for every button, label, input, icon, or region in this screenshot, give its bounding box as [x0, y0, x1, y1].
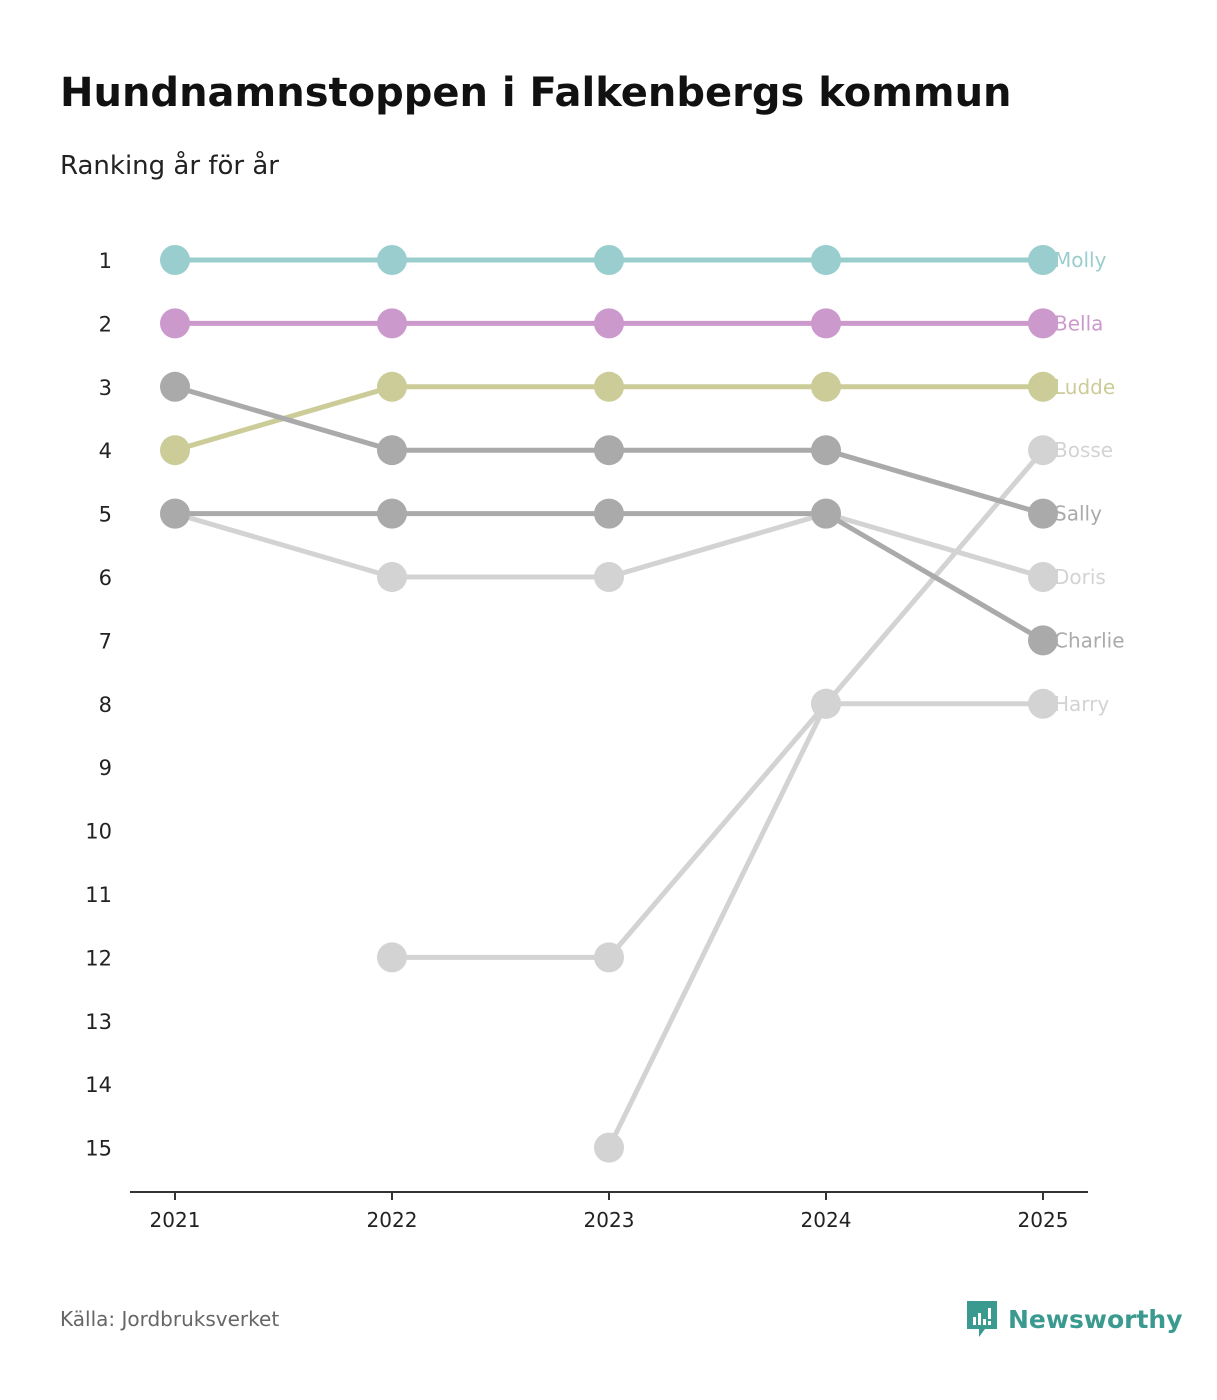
x-tick-label: 2022	[367, 1208, 418, 1232]
data-point-sally	[1028, 498, 1058, 529]
series-points	[160, 245, 1058, 1163]
chart-title: Hundnamnstoppen i Falkenbergs kommun	[60, 70, 1012, 116]
x-tick-label: 2025	[1018, 1208, 1069, 1232]
data-point-sally	[594, 435, 624, 466]
data-point-bella	[811, 308, 841, 339]
data-point-charlie	[160, 498, 190, 529]
y-tick-label: 13	[85, 1010, 112, 1034]
data-point-bella	[160, 308, 190, 339]
y-tick-label: 5	[99, 503, 112, 527]
y-tick-label: 7	[99, 629, 112, 653]
series-label-bosse: Bosse	[1054, 438, 1113, 462]
y-tick-label: 8	[99, 693, 112, 717]
newsworthy-logo-icon	[967, 1301, 997, 1337]
y-tick-label: 11	[85, 883, 112, 907]
data-point-molly	[811, 245, 841, 275]
source-note: Källa: Jordbruksverket	[60, 1307, 280, 1331]
series-line-bosse	[606, 447, 1046, 1151]
series-label-ludde: Ludde	[1054, 375, 1115, 399]
data-point-doris	[594, 562, 624, 592]
data-point-molly	[377, 245, 407, 275]
x-tick-label: 2024	[801, 1208, 852, 1232]
data-point-harry	[594, 942, 624, 973]
chart-subtitle: Ranking år för år	[60, 151, 279, 181]
data-point-charlie	[377, 498, 407, 529]
series-label-harry: Harry	[1054, 692, 1109, 716]
data-point-bosse	[594, 1132, 624, 1163]
data-point-molly	[594, 245, 624, 275]
data-point-ludde	[377, 371, 407, 402]
y-tick-label: 3	[99, 376, 112, 400]
data-point-harry	[377, 942, 407, 973]
y-tick-label: 4	[99, 439, 112, 463]
x-tick-label: 2021	[150, 1208, 201, 1232]
series-label-charlie: Charlie	[1054, 628, 1125, 652]
data-point-molly	[160, 245, 190, 275]
data-point-bella	[1028, 308, 1058, 339]
series-label-sally: Sally	[1054, 502, 1102, 526]
data-point-bosse	[1028, 435, 1058, 466]
series-line-harry	[389, 701, 1046, 960]
newsworthy-logo: Newsworthy	[966, 1300, 1183, 1338]
data-point-doris	[1028, 562, 1058, 592]
data-point-charlie	[1028, 625, 1058, 656]
y-tick-label: 10	[85, 820, 112, 844]
series-labels: Molly Bella Ludde Bosse Sally Doris Charlie Har…	[1054, 248, 1125, 716]
data-point-ludde	[160, 435, 190, 466]
data-point-molly	[1028, 245, 1058, 275]
data-point-ludde	[1028, 371, 1058, 402]
x-axis-ticks: 2021 2022 2023 2024 2025	[150, 1192, 1069, 1232]
y-tick-label: 6	[99, 566, 112, 590]
data-point-doris	[377, 562, 407, 592]
y-tick-label: 9	[99, 756, 112, 780]
brand-name: Newsworthy	[1008, 1304, 1183, 1334]
y-tick-label: 15	[85, 1137, 112, 1161]
y-tick-label: 2	[99, 312, 112, 336]
series-label-doris: Doris	[1054, 565, 1106, 589]
data-point-sally	[811, 435, 841, 466]
data-point-bella	[377, 308, 407, 339]
data-point-charlie	[811, 498, 841, 529]
data-point-ludde	[811, 371, 841, 402]
data-point-harry	[811, 688, 841, 719]
data-point-bella	[594, 308, 624, 339]
data-point-ludde	[594, 371, 624, 402]
data-point-sally	[160, 371, 190, 402]
y-tick-label: 12	[85, 946, 112, 970]
x-tick-label: 2023	[584, 1208, 635, 1232]
data-point-sally	[377, 435, 407, 466]
y-tick-label: 1	[99, 249, 112, 273]
series-label-molly: Molly	[1054, 248, 1107, 272]
data-point-harry	[1028, 688, 1058, 719]
series-label-bella: Bella	[1054, 311, 1103, 335]
y-tick-label: 14	[85, 1073, 112, 1097]
data-point-charlie	[594, 498, 624, 529]
